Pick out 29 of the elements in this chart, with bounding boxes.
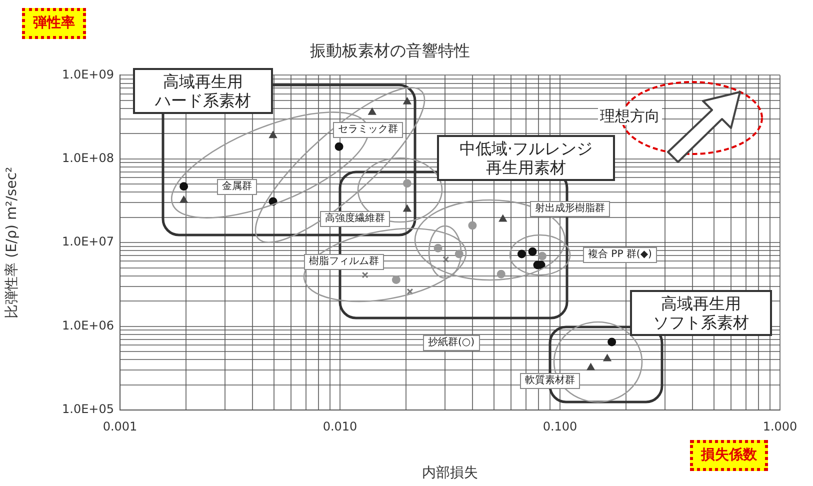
text: 損失係数 <box>690 440 768 471</box>
annotation: 高域再生用 <box>163 72 243 91</box>
x-tick-label: 1.000 <box>762 419 798 434</box>
annotation: 高域再生用 <box>661 294 741 313</box>
annotation: 抄紙群(○) <box>423 335 480 351</box>
y-tick-label: 1.0E+06 <box>62 318 114 332</box>
annotation: 軟質素材群 <box>520 373 580 389</box>
annotation: 金属群 <box>217 179 257 195</box>
y-tick-label: 1.0E+07 <box>62 234 114 249</box>
annotation: ソフト系素材 <box>652 313 750 332</box>
text: 弾性率 <box>22 8 86 39</box>
y-tick-label: 1.0E+08 <box>62 151 114 166</box>
chart-title: 振動板素材の音響特性 <box>310 40 470 60</box>
annotation: 中低域·フルレンジ <box>459 139 593 158</box>
annotation: 再生用素材 <box>485 158 567 178</box>
annotation: ハード系素材 <box>154 91 252 110</box>
annotation: 複合 PP 群(◆) <box>583 247 657 263</box>
y-tick-label: 1.0E+05 <box>62 402 114 416</box>
y-axis-title: 比弾性率 (E/ρ) m²/sec² <box>4 166 20 318</box>
x-axis-title: 内部損失 <box>422 465 478 482</box>
annotation: 理想方向 <box>598 107 662 125</box>
annotation: 樹脂フィルム群 <box>304 254 384 270</box>
annotation: 射出成形樹脂群 <box>530 201 610 217</box>
x-tick-label: 0.010 <box>322 419 358 434</box>
annotation: 高強度繊維群 <box>320 211 390 227</box>
x-tick-label: 0.100 <box>542 419 578 434</box>
x-tick-label: 0.001 <box>102 419 138 434</box>
annotation: セラミック群 <box>333 122 403 138</box>
y-tick-label: 1.0E+09 <box>62 67 114 82</box>
